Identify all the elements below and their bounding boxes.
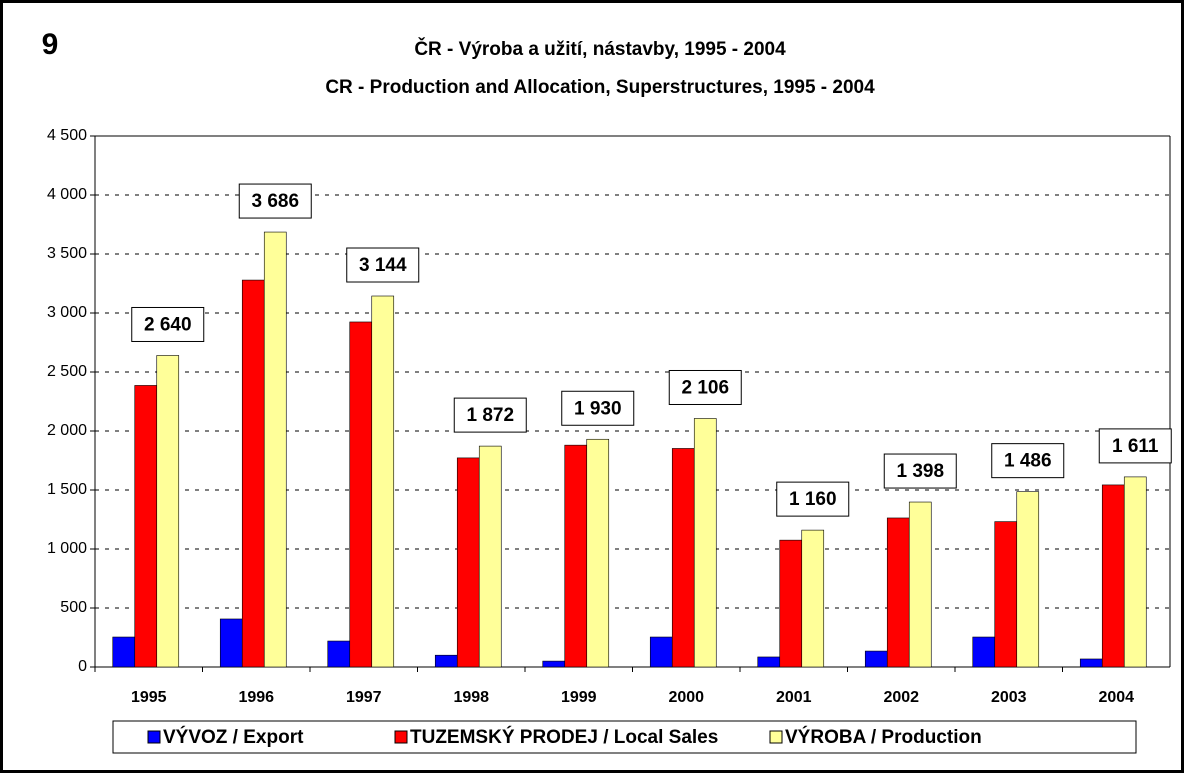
x-tick-label: 2003 bbox=[991, 689, 1027, 706]
legend-label: TUZEMSKÝ PRODEJ / Local Sales bbox=[410, 726, 718, 748]
value-label: 1 398 bbox=[896, 461, 944, 482]
bar bbox=[564, 444, 588, 668]
value-label: 1 872 bbox=[466, 405, 514, 426]
bar bbox=[801, 529, 825, 668]
value-label-box bbox=[238, 183, 312, 219]
y-tick-label: 2 500 bbox=[47, 363, 87, 380]
bar bbox=[1101, 484, 1125, 668]
value-label-box bbox=[668, 369, 742, 405]
y-tick-label: 4 500 bbox=[47, 127, 87, 144]
bar bbox=[434, 654, 458, 668]
chart-title: ČR - Výroba a užití, nástavby, 1995 - 20… bbox=[414, 38, 786, 60]
y-tick-label: 1 000 bbox=[47, 540, 87, 557]
x-tick-label: 2000 bbox=[668, 689, 704, 706]
value-label-box bbox=[991, 443, 1065, 479]
legend-label: VÝROBA / Production bbox=[785, 726, 982, 748]
bar bbox=[886, 517, 910, 668]
bar bbox=[263, 231, 287, 668]
value-label: 2 640 bbox=[144, 314, 192, 335]
y-tick-label: 2 000 bbox=[47, 422, 87, 439]
y-tick-label: 3 500 bbox=[47, 245, 87, 262]
y-tick-label: 500 bbox=[60, 599, 87, 616]
y-tick-label: 3 000 bbox=[47, 304, 87, 321]
legend-swatch bbox=[394, 730, 408, 744]
value-label: 2 106 bbox=[681, 378, 729, 399]
bar bbox=[864, 650, 888, 668]
y-tick-label: 0 bbox=[78, 658, 87, 675]
bar bbox=[456, 457, 480, 668]
bar bbox=[671, 448, 695, 668]
value-label: 3 144 bbox=[359, 255, 407, 276]
value-label-box bbox=[883, 453, 957, 489]
bar bbox=[908, 501, 932, 668]
legend-box bbox=[112, 720, 1137, 754]
bar bbox=[156, 355, 180, 668]
legend-swatch bbox=[147, 730, 161, 744]
bar bbox=[693, 418, 717, 668]
bar bbox=[649, 636, 673, 668]
value-label-box bbox=[561, 390, 635, 426]
x-tick-label: 1997 bbox=[346, 689, 382, 706]
bar bbox=[994, 521, 1018, 668]
y-tick-label: 4 000 bbox=[47, 186, 87, 203]
value-label: 3 686 bbox=[251, 191, 299, 212]
legend-swatch bbox=[769, 730, 783, 744]
legend-label: VÝVOZ / Export bbox=[163, 726, 304, 748]
chart-number: 9 bbox=[42, 28, 59, 61]
x-tick-label: 2001 bbox=[776, 689, 812, 706]
x-tick-label: 1995 bbox=[131, 689, 167, 706]
bar bbox=[1079, 658, 1103, 668]
bar bbox=[371, 295, 395, 668]
bar bbox=[241, 279, 265, 668]
x-tick-label: 1996 bbox=[238, 689, 274, 706]
x-tick-label: 1999 bbox=[561, 689, 597, 706]
bar bbox=[1016, 491, 1040, 668]
bar bbox=[779, 539, 803, 668]
x-tick-label: 2002 bbox=[883, 689, 919, 706]
bar bbox=[219, 618, 243, 668]
bar bbox=[327, 640, 351, 668]
bar bbox=[349, 321, 373, 668]
value-label: 1 486 bbox=[1004, 451, 1052, 472]
bar bbox=[1123, 476, 1147, 668]
bar bbox=[478, 445, 502, 668]
bar bbox=[134, 385, 158, 668]
bar bbox=[112, 636, 136, 668]
bar bbox=[586, 438, 610, 668]
bar bbox=[542, 660, 566, 668]
value-label-box bbox=[346, 247, 420, 283]
y-tick-label: 1 500 bbox=[47, 481, 87, 498]
value-label: 1 160 bbox=[789, 489, 837, 510]
value-label-box bbox=[776, 481, 850, 517]
x-tick-label: 1998 bbox=[453, 689, 489, 706]
bar bbox=[757, 656, 781, 668]
value-label: 1 930 bbox=[574, 398, 622, 419]
chart-subtitle: CR - Production and Allocation, Superstr… bbox=[325, 77, 875, 98]
value-label-box bbox=[1098, 428, 1172, 464]
value-label-box bbox=[131, 306, 205, 342]
value-label: 1 611 bbox=[1112, 436, 1159, 457]
bar bbox=[972, 636, 996, 668]
value-label-box bbox=[453, 397, 527, 433]
x-tick-label: 2004 bbox=[1098, 689, 1134, 706]
